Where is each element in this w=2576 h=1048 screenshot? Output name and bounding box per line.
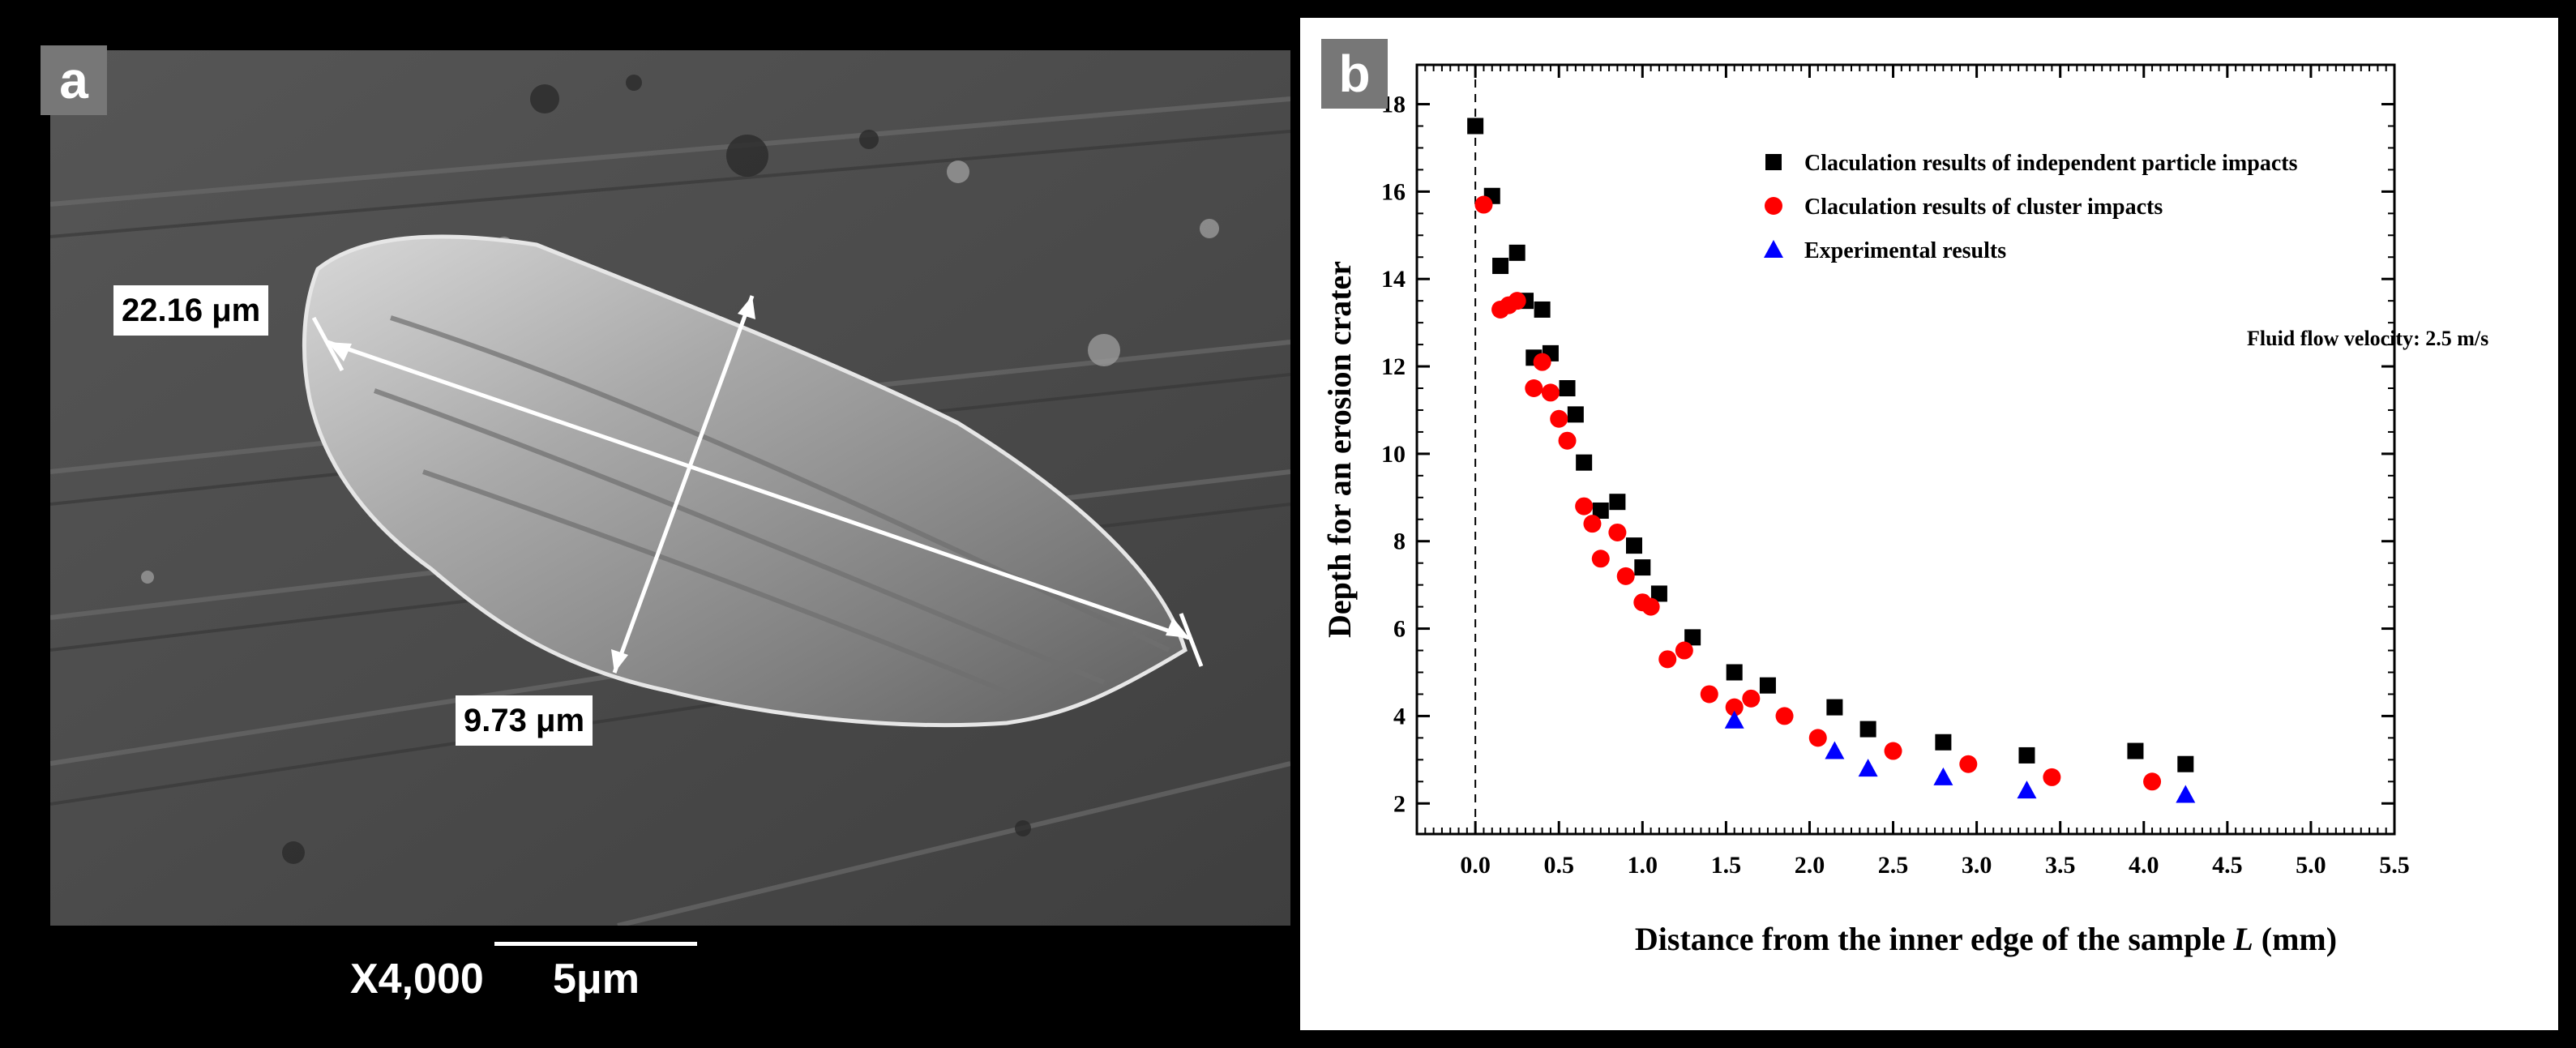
series-0-point [2127, 742, 2144, 759]
legend-label: Claculation results of cluster impacts [1804, 195, 2163, 220]
plot-marks [1467, 118, 2196, 803]
series-0-point [1467, 118, 1484, 135]
series-0-point [1726, 664, 1743, 681]
series-1-point [1742, 689, 1761, 708]
series-1-point [1575, 497, 1594, 515]
x-tick-label: 1.0 [1628, 852, 1658, 879]
series-0-point [1534, 301, 1551, 318]
legend-label: Claculation results of independent parti… [1804, 151, 2298, 176]
series-1-point [1675, 641, 1693, 660]
x-tick-label: 4.0 [2129, 852, 2159, 879]
series-1-point [1700, 685, 1718, 704]
series-1-point [1616, 567, 1635, 585]
x-tick-label: 1.5 [1711, 852, 1742, 879]
series-2-point [1933, 767, 1953, 785]
series-1-point [1583, 515, 1602, 533]
plot-frame [1415, 63, 2396, 836]
y-axis-label: Depth for an erosion crater [1321, 261, 1358, 638]
series-0-point [1859, 721, 1876, 738]
series-1-point [1658, 650, 1677, 669]
series-1-point [1550, 409, 1568, 428]
panel-b-label: b [1321, 39, 1388, 109]
series-0-point [1508, 244, 1525, 261]
length-measurement-label: 22.16 μm [113, 285, 269, 336]
series-0-point [2177, 755, 2194, 772]
y-tick-label: 2 [1393, 790, 1406, 817]
y-tick-label: 16 [1381, 178, 1406, 205]
series-0-point [1935, 734, 1952, 751]
series-0-point [1650, 585, 1667, 602]
x-tick-label: 3.5 [2045, 852, 2076, 879]
series-1-point [1884, 742, 1902, 760]
series-1-point [1558, 431, 1577, 450]
series-0-point [1567, 406, 1584, 423]
series-1-point [1474, 195, 1493, 214]
series-1-point [1775, 707, 1794, 725]
x-tick-label: 3.0 [1962, 852, 1992, 879]
series-2-point [2176, 785, 2196, 803]
series-1-point [2043, 768, 2061, 786]
series-0-point [2018, 746, 2035, 764]
legend-marker [1765, 197, 1782, 215]
series-2-point [1825, 741, 1845, 759]
sem-image [50, 50, 1290, 926]
x-axis-label: Distance from the inner edge of the samp… [1635, 921, 2337, 957]
x-tick-label: 2.0 [1795, 852, 1825, 879]
y-tick-label: 14 [1381, 266, 1406, 293]
series-0-point [1559, 380, 1576, 397]
velocity-annotation: Fluid flow velocity: 2.5 m/s [2247, 327, 2488, 350]
sem-micrograph [50, 50, 1290, 926]
series-1-point [1541, 383, 1560, 402]
panel-b: 0.0 0.5 1.0 1.5 2.0 2.5 3.0 3.5 4.0 4.5 5.0 5.5 2 4 6 8… [1300, 18, 2558, 1030]
x-tick-label: 0.0 [1460, 852, 1491, 879]
y-tick-label: 6 [1393, 616, 1406, 643]
series-1-point [1525, 379, 1543, 398]
series-1-point [1608, 523, 1627, 541]
plot-axes: 0.0 0.5 1.0 1.5 2.0 2.5 3.0 3.5 4.0 4.5 5.0 5.5 2 4 6 8… [1381, 63, 2410, 879]
erosion-depth-chart: 0.0 0.5 1.0 1.5 2.0 2.5 3.0 3.5 4.0 4.5 5.0 5.5 2 4 6 8… [1321, 63, 2488, 957]
width-measurement-label: 9.73 μm [456, 695, 593, 746]
series-0-point [1592, 502, 1609, 519]
series-1-point [1808, 729, 1827, 747]
legend-marker [1764, 240, 1783, 258]
magnification-label: X4,000 [350, 956, 484, 1003]
series-2-point [2017, 781, 2037, 799]
x-tick-label: 5.5 [2379, 852, 2410, 879]
panel-a-label: a [41, 45, 107, 115]
scale-bar-label: 5μm [553, 956, 640, 1003]
series-1-point [1533, 353, 1551, 371]
legend-marker [1765, 154, 1782, 170]
series-0-point [1626, 537, 1642, 554]
series-0-point [1634, 559, 1651, 576]
scale-info: X4,000 5μm [50, 926, 1290, 1031]
y-tick-label: 8 [1393, 528, 1406, 555]
x-tick-label: 4.5 [2212, 852, 2243, 879]
panel-a: a 22.16 μm 9.73 μm X4,000 5μm [18, 18, 1290, 1030]
series-0-point [1684, 629, 1701, 646]
series-1-point [1508, 292, 1526, 310]
legend: Claculation results of independent parti… [1764, 151, 2298, 263]
series-0-point [1759, 677, 1776, 694]
y-tick-label: 10 [1381, 441, 1406, 468]
series-2-point [1858, 759, 1878, 777]
series-0-point [1492, 258, 1509, 275]
series-0-point [1609, 494, 1626, 511]
series-1-point [1641, 597, 1660, 616]
x-tick-label: 0.5 [1543, 852, 1574, 879]
series-1-point [1959, 755, 1978, 773]
series-1-point [2143, 772, 2162, 791]
y-tick-label: 4 [1393, 703, 1406, 729]
series-2-point [1724, 710, 1744, 729]
series-0-point [1826, 699, 1843, 716]
y-tick-label: 12 [1381, 353, 1406, 380]
legend-label: Experimental results [1804, 238, 2006, 263]
series-1-point [1725, 698, 1744, 716]
scale-bar [494, 942, 697, 946]
x-tick-label: 5.0 [2296, 852, 2326, 879]
series-1-point [1591, 550, 1610, 568]
x-tick-label: 2.5 [1878, 852, 1909, 879]
series-0-point [1576, 454, 1593, 471]
